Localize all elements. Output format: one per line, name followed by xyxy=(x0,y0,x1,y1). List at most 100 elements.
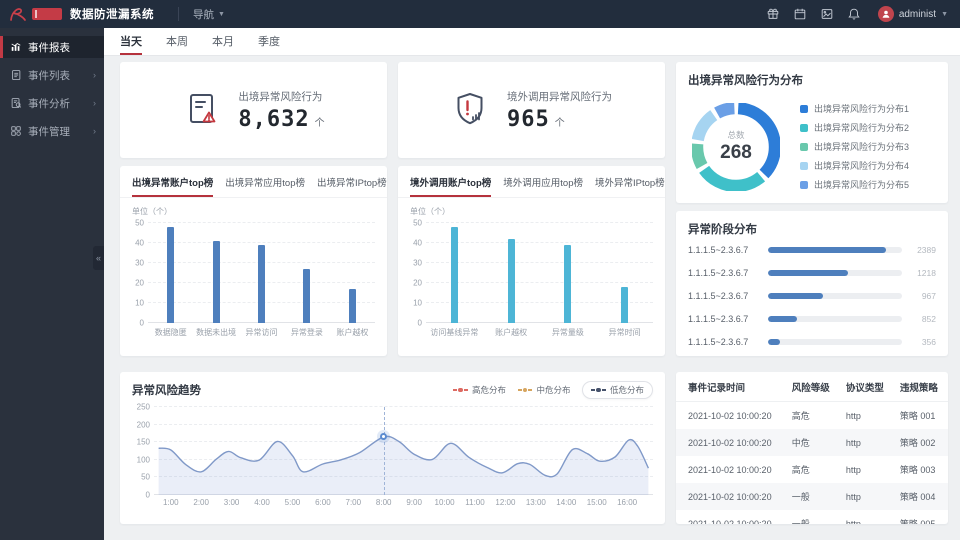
chevron-right-icon: › xyxy=(93,98,96,108)
donut-center-label: 总数 xyxy=(727,130,745,140)
donut-legend-item-2[interactable]: 出境异常风险行为分布2 xyxy=(800,121,909,134)
tab-today[interactable]: 当天 xyxy=(120,28,142,55)
gridline xyxy=(426,262,653,263)
app-title: 数据防泄漏系统 xyxy=(70,9,154,21)
donut-legend-item-1[interactable]: 出境异常风险行为分布1 xyxy=(800,102,909,115)
trend-y-axis: 0 50 100 150 200 250 xyxy=(130,403,154,500)
table-cell: 一般 xyxy=(791,492,810,502)
donut-legend-item-5[interactable]: 出境异常风险行为分布5 xyxy=(800,178,909,191)
table-row: 2021-10-02 10:00:20 高危 http 策略 001 xyxy=(676,402,948,430)
x-tick-label: 异常时间 xyxy=(608,328,641,337)
sidebar-item-manage[interactable]: 事件管理 › xyxy=(0,120,104,142)
stage-value: 2389 xyxy=(917,245,936,255)
table-cell: http xyxy=(845,410,861,421)
trend-legend: 高危分布 中危分布 低危分布 xyxy=(453,381,653,399)
legend-swatch xyxy=(800,123,808,132)
chevron-down-icon: ▼ xyxy=(941,10,948,18)
stage-label: 1.1.1.5~2.3.6.7 xyxy=(688,291,749,301)
sidebar: 事件报表事件列表 › 事件分析 › 事件管理 › « xyxy=(0,28,104,540)
table-cell: 高危 xyxy=(791,411,810,421)
donut-legend-item-3[interactable]: 出境异常风险行为分布3 xyxy=(800,140,909,153)
overseas-top-card: 境外调用账户top榜 境外调用应用top榜 境外异常IPtop榜 单位（个） 0 10… xyxy=(398,166,665,356)
donut-legend-item-4[interactable]: 出境异常风险行为分布4 xyxy=(800,159,909,172)
overseas-plot xyxy=(426,222,653,323)
stage-bar-fill xyxy=(768,270,849,276)
stat-value: 965 xyxy=(507,106,550,132)
stage-distribution-card: 异常阶段分布 1.1.1.5~2.3.6.7 2389 1.1.1.5~2.3.6.… xyxy=(676,211,948,356)
y-tick-label: 0 xyxy=(417,318,422,328)
donut-segment-3 xyxy=(690,101,782,192)
tab-week[interactable]: 本周 xyxy=(166,36,188,48)
event-records-card: 事件记录时间 风险等级 协议类型 违规策略 2021-10-02 10:00:20 高危… xyxy=(676,372,948,524)
bar-账户越权 xyxy=(507,239,515,323)
overseas-risk-stat-card: 境外调用异常风险行为 965 个 xyxy=(398,62,665,158)
bell-icon[interactable] xyxy=(847,7,861,21)
x-tick-label: 2:00 xyxy=(193,498,209,507)
picture-icon[interactable] xyxy=(820,7,834,21)
overseas-tab-1[interactable]: 境外调用账户top榜 xyxy=(410,175,492,197)
stat-label: 出境异常风险行为 xyxy=(238,90,323,103)
x-tick-label: 4:00 xyxy=(254,498,270,507)
tab-month[interactable]: 本月 xyxy=(212,36,234,48)
overseas-tab-3[interactable]: 境外异常IPtop榜 xyxy=(595,178,665,189)
outbound-tab-2[interactable]: 出境异常应用top榜 xyxy=(225,178,305,189)
stage-bar-track xyxy=(768,339,902,345)
bar-异常登录 xyxy=(303,269,311,323)
x-tick-label: 数据未出境 xyxy=(196,328,237,337)
table-cell: 2021-10-02 10:00:20 xyxy=(688,491,772,502)
outbound-x-axis: 数据隐匿 数据未出境 异常访问 异常登录 账户越权 xyxy=(148,327,375,338)
legend-label: 高危分布 xyxy=(471,385,506,395)
x-tick-label: 数据隐匿 xyxy=(154,328,187,337)
x-tick-label: 账户越权 xyxy=(495,328,528,337)
outbound-tab-1[interactable]: 出境异常账户top榜 xyxy=(132,175,214,197)
stage-bar-fill xyxy=(768,339,781,345)
user-menu[interactable]: administ ▼ xyxy=(877,6,948,22)
sidebar-item-list[interactable]: 事件列表 › xyxy=(0,64,104,86)
bar-数据未出境 xyxy=(212,241,220,323)
sidebar-item-label: 事件报表 xyxy=(28,41,70,54)
overseas-tab-2[interactable]: 境外调用应用top榜 xyxy=(503,178,583,189)
stage-bar-track xyxy=(768,316,902,322)
stage-value: 1218 xyxy=(917,268,936,278)
x-tick-label: 异常量级 xyxy=(551,328,584,337)
hover-marker-dot xyxy=(380,433,388,441)
bar-异常量级 xyxy=(564,245,572,323)
stat-text: 境外调用异常风险行为 965 个 xyxy=(507,89,612,132)
outbound-tab-3[interactable]: 出境异常IPtop榜 xyxy=(317,178,387,189)
stage-bar-fill xyxy=(768,316,798,322)
y-tick-label: 10 xyxy=(413,298,422,308)
x-tick-label: 9:00 xyxy=(406,498,422,507)
gift-icon[interactable] xyxy=(766,7,780,21)
sidebar-collapse-handle[interactable]: « xyxy=(93,246,104,270)
gridline xyxy=(154,458,653,460)
trend-legend-item-1[interactable]: 高危分布 xyxy=(453,384,506,396)
table-header-cell: 协议类型 xyxy=(839,372,894,402)
hover-marker-line xyxy=(383,407,385,495)
trend-legend-item-2[interactable]: 中危分布 xyxy=(517,384,570,396)
gridline xyxy=(148,222,375,223)
stage-bar-track xyxy=(768,293,902,299)
stage-row-3: 1.1.1.5~2.3.6.7 967 xyxy=(688,291,936,301)
table-cell: http xyxy=(845,518,861,525)
gridline xyxy=(426,222,653,223)
y-tick-label: 200 xyxy=(136,420,150,430)
sidebar-item-report[interactable]: 事件报表 xyxy=(0,36,104,58)
event-analysis-icon xyxy=(10,97,22,109)
tab-quarter[interactable]: 季度 xyxy=(258,36,280,48)
y-tick-label: 0 xyxy=(139,318,144,328)
trend-legend-item-3[interactable]: 低危分布 xyxy=(582,381,653,399)
nav-menu[interactable]: 导航 ▼ xyxy=(193,7,225,22)
overseas-x-axis: 访问基线异常 账户越权 异常量级 异常时间 xyxy=(426,327,653,338)
bar-slot xyxy=(426,223,483,323)
table-cell: 高危 xyxy=(791,465,810,475)
legend-label: 出境异常风险行为分布1 xyxy=(814,104,910,114)
stage-value: 852 xyxy=(921,314,936,324)
calendar-icon[interactable] xyxy=(793,7,807,21)
bar-slot xyxy=(540,223,597,323)
x-tick-label: 异常访问 xyxy=(245,328,278,337)
y-tick-label: 40 xyxy=(413,238,422,248)
table-cell: 中危 xyxy=(791,438,810,448)
table-header: 事件记录时间 风险等级 协议类型 违规策略 xyxy=(676,372,948,402)
sidebar-item-analysis[interactable]: 事件分析 › xyxy=(0,92,104,114)
gridline xyxy=(154,423,653,425)
